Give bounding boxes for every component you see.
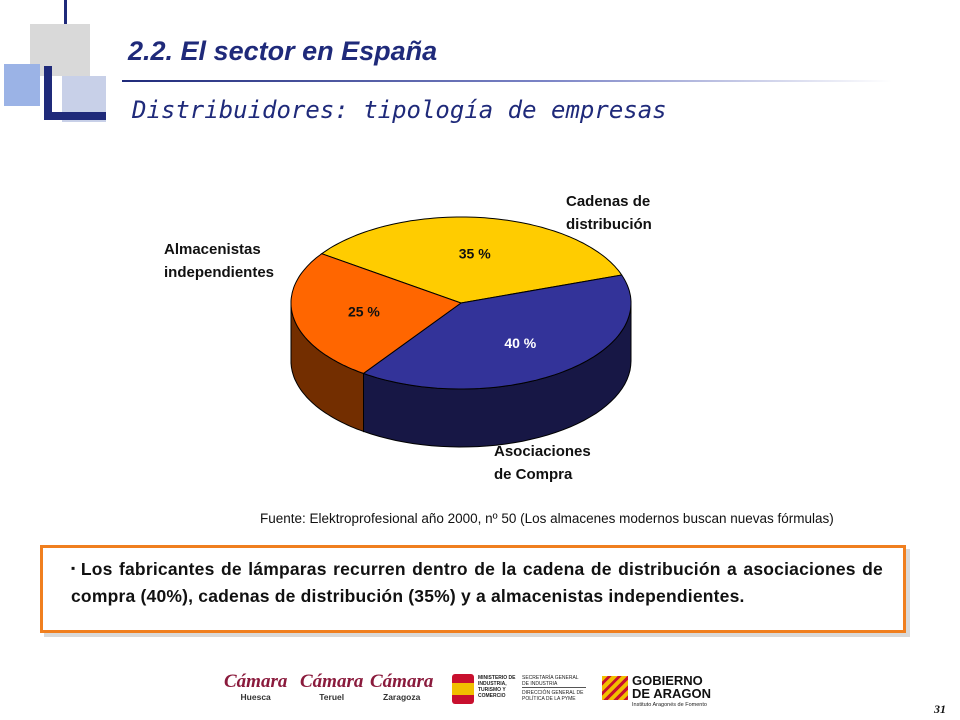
ministerio-logo: MINISTERIO DE INDUSTRIA, TURISMO Y COMER… — [452, 674, 586, 708]
camara-zaragoza-name: Cámara — [370, 671, 434, 692]
callout-cadenas-line2: distribución — [566, 216, 652, 233]
callout-asociaciones-line1: Asociaciones — [494, 443, 591, 460]
source-citation: Fuente: Elektroprofesional año 2000, nº … — [260, 511, 834, 526]
ministerio-name: MINISTERIO DE INDUSTRIA, TURISMO Y COMER… — [478, 675, 516, 699]
camara-teruel-name: Cámara — [300, 671, 364, 692]
direccion-name: DIRECCIÓN GENERAL DE POLÍTICA DE LA PYME — [522, 690, 584, 702]
footer-logos: Cámara Huesca Cámara Teruel Cámara Zarag… — [220, 668, 720, 714]
callout-cadenas: Cadenas de distribución — [566, 190, 652, 236]
pie-value-label: 40 % — [504, 335, 536, 351]
summary-text: ▪ Los fabricantes de lámparas recurren de… — [71, 557, 883, 609]
summary-body: Los fabricantes de lámparas recurren den… — [71, 559, 883, 606]
gobierno-sub: Instituto Aragonés de Fomento — [632, 702, 707, 708]
title-underline — [122, 80, 892, 82]
camara-teruel-city: Teruel — [319, 692, 345, 702]
spain-coat-of-arms-icon — [452, 674, 474, 704]
page-title: 2.2. El sector en España — [128, 36, 438, 66]
callout-almacenistas-line1: Almacenistas — [164, 241, 261, 258]
gobierno-line1: GOBIERNO — [632, 673, 703, 688]
pie-slice-asociaciones-de-compra — [362, 274, 632, 390]
pie-slice-almacenistas-independientes — [290, 253, 463, 374]
camara-huesca-logo: Cámara Huesca — [224, 671, 288, 703]
camara-huesca-name: Cámara — [224, 671, 288, 692]
gobierno-aragon-logo: GOBIERNO DE ARAGON Instituto Aragonés de… — [602, 672, 720, 712]
page-subtitle: Distribuidores: tipología de empresas — [132, 96, 667, 124]
bullet-icon: ▪ — [71, 561, 77, 575]
page-number: 31 — [934, 702, 946, 716]
aragon-flag-icon — [602, 676, 628, 700]
camara-zaragoza-city: Zaragoza — [383, 692, 421, 702]
gobierno-line2: DE ARAGON — [632, 686, 711, 701]
pie-slice-cadenas-de-distribución — [320, 216, 623, 304]
secretaria-name: SECRETARÍA GENERAL DE INDUSTRIA — [522, 675, 586, 688]
camara-huesca-city: Huesca — [240, 692, 271, 702]
summary-box: ▪ Los fabricantes de lámparas recurren de… — [40, 545, 906, 633]
callout-almacenistas: Almacenistas independientes — [164, 238, 274, 284]
corner-decoration — [0, 0, 120, 125]
callout-asociaciones: Asociaciones de Compra — [494, 440, 591, 486]
pie-value-label: 25 % — [348, 304, 380, 320]
pie-value-label: 35 % — [459, 246, 491, 262]
callout-cadenas-line1: Cadenas de — [566, 193, 651, 210]
callout-asociaciones-line2: de Compra — [494, 466, 573, 483]
camara-zaragoza-logo: Cámara Zaragoza — [370, 671, 434, 703]
callout-almacenistas-line2: independientes — [164, 264, 275, 281]
camara-teruel-logo: Cámara Teruel — [300, 671, 364, 703]
